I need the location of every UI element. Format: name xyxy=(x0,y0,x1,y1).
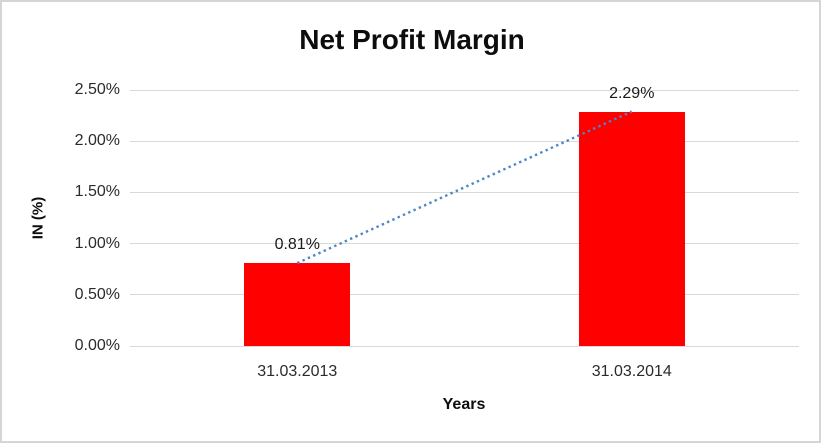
x-tick-label: 31.03.2014 xyxy=(591,363,672,380)
y-tick-label: 2.00% xyxy=(74,132,120,150)
data-label: 2.29% xyxy=(609,84,655,102)
gridline xyxy=(130,191,799,193)
bar-31.03.2014 xyxy=(578,111,685,346)
y-tick-label: 0.50% xyxy=(74,285,120,303)
chart-title: Net Profit Margin xyxy=(299,24,525,55)
x-axis-title: Years xyxy=(442,396,486,413)
gridline xyxy=(130,140,799,142)
gridline xyxy=(130,294,799,296)
data-label: 0.81% xyxy=(274,236,320,254)
gridline xyxy=(130,345,799,347)
bar-31.03.2013 xyxy=(244,263,351,346)
x-tick-label: 31.03.2013 xyxy=(257,363,338,380)
y-tick-label: 1.50% xyxy=(74,183,120,201)
gridline xyxy=(130,243,799,245)
gridline xyxy=(130,89,799,91)
y-tick-label: 2.50% xyxy=(74,81,120,98)
y-tick-label: 0.00% xyxy=(74,337,120,354)
y-tick-label: 1.00% xyxy=(74,234,120,252)
